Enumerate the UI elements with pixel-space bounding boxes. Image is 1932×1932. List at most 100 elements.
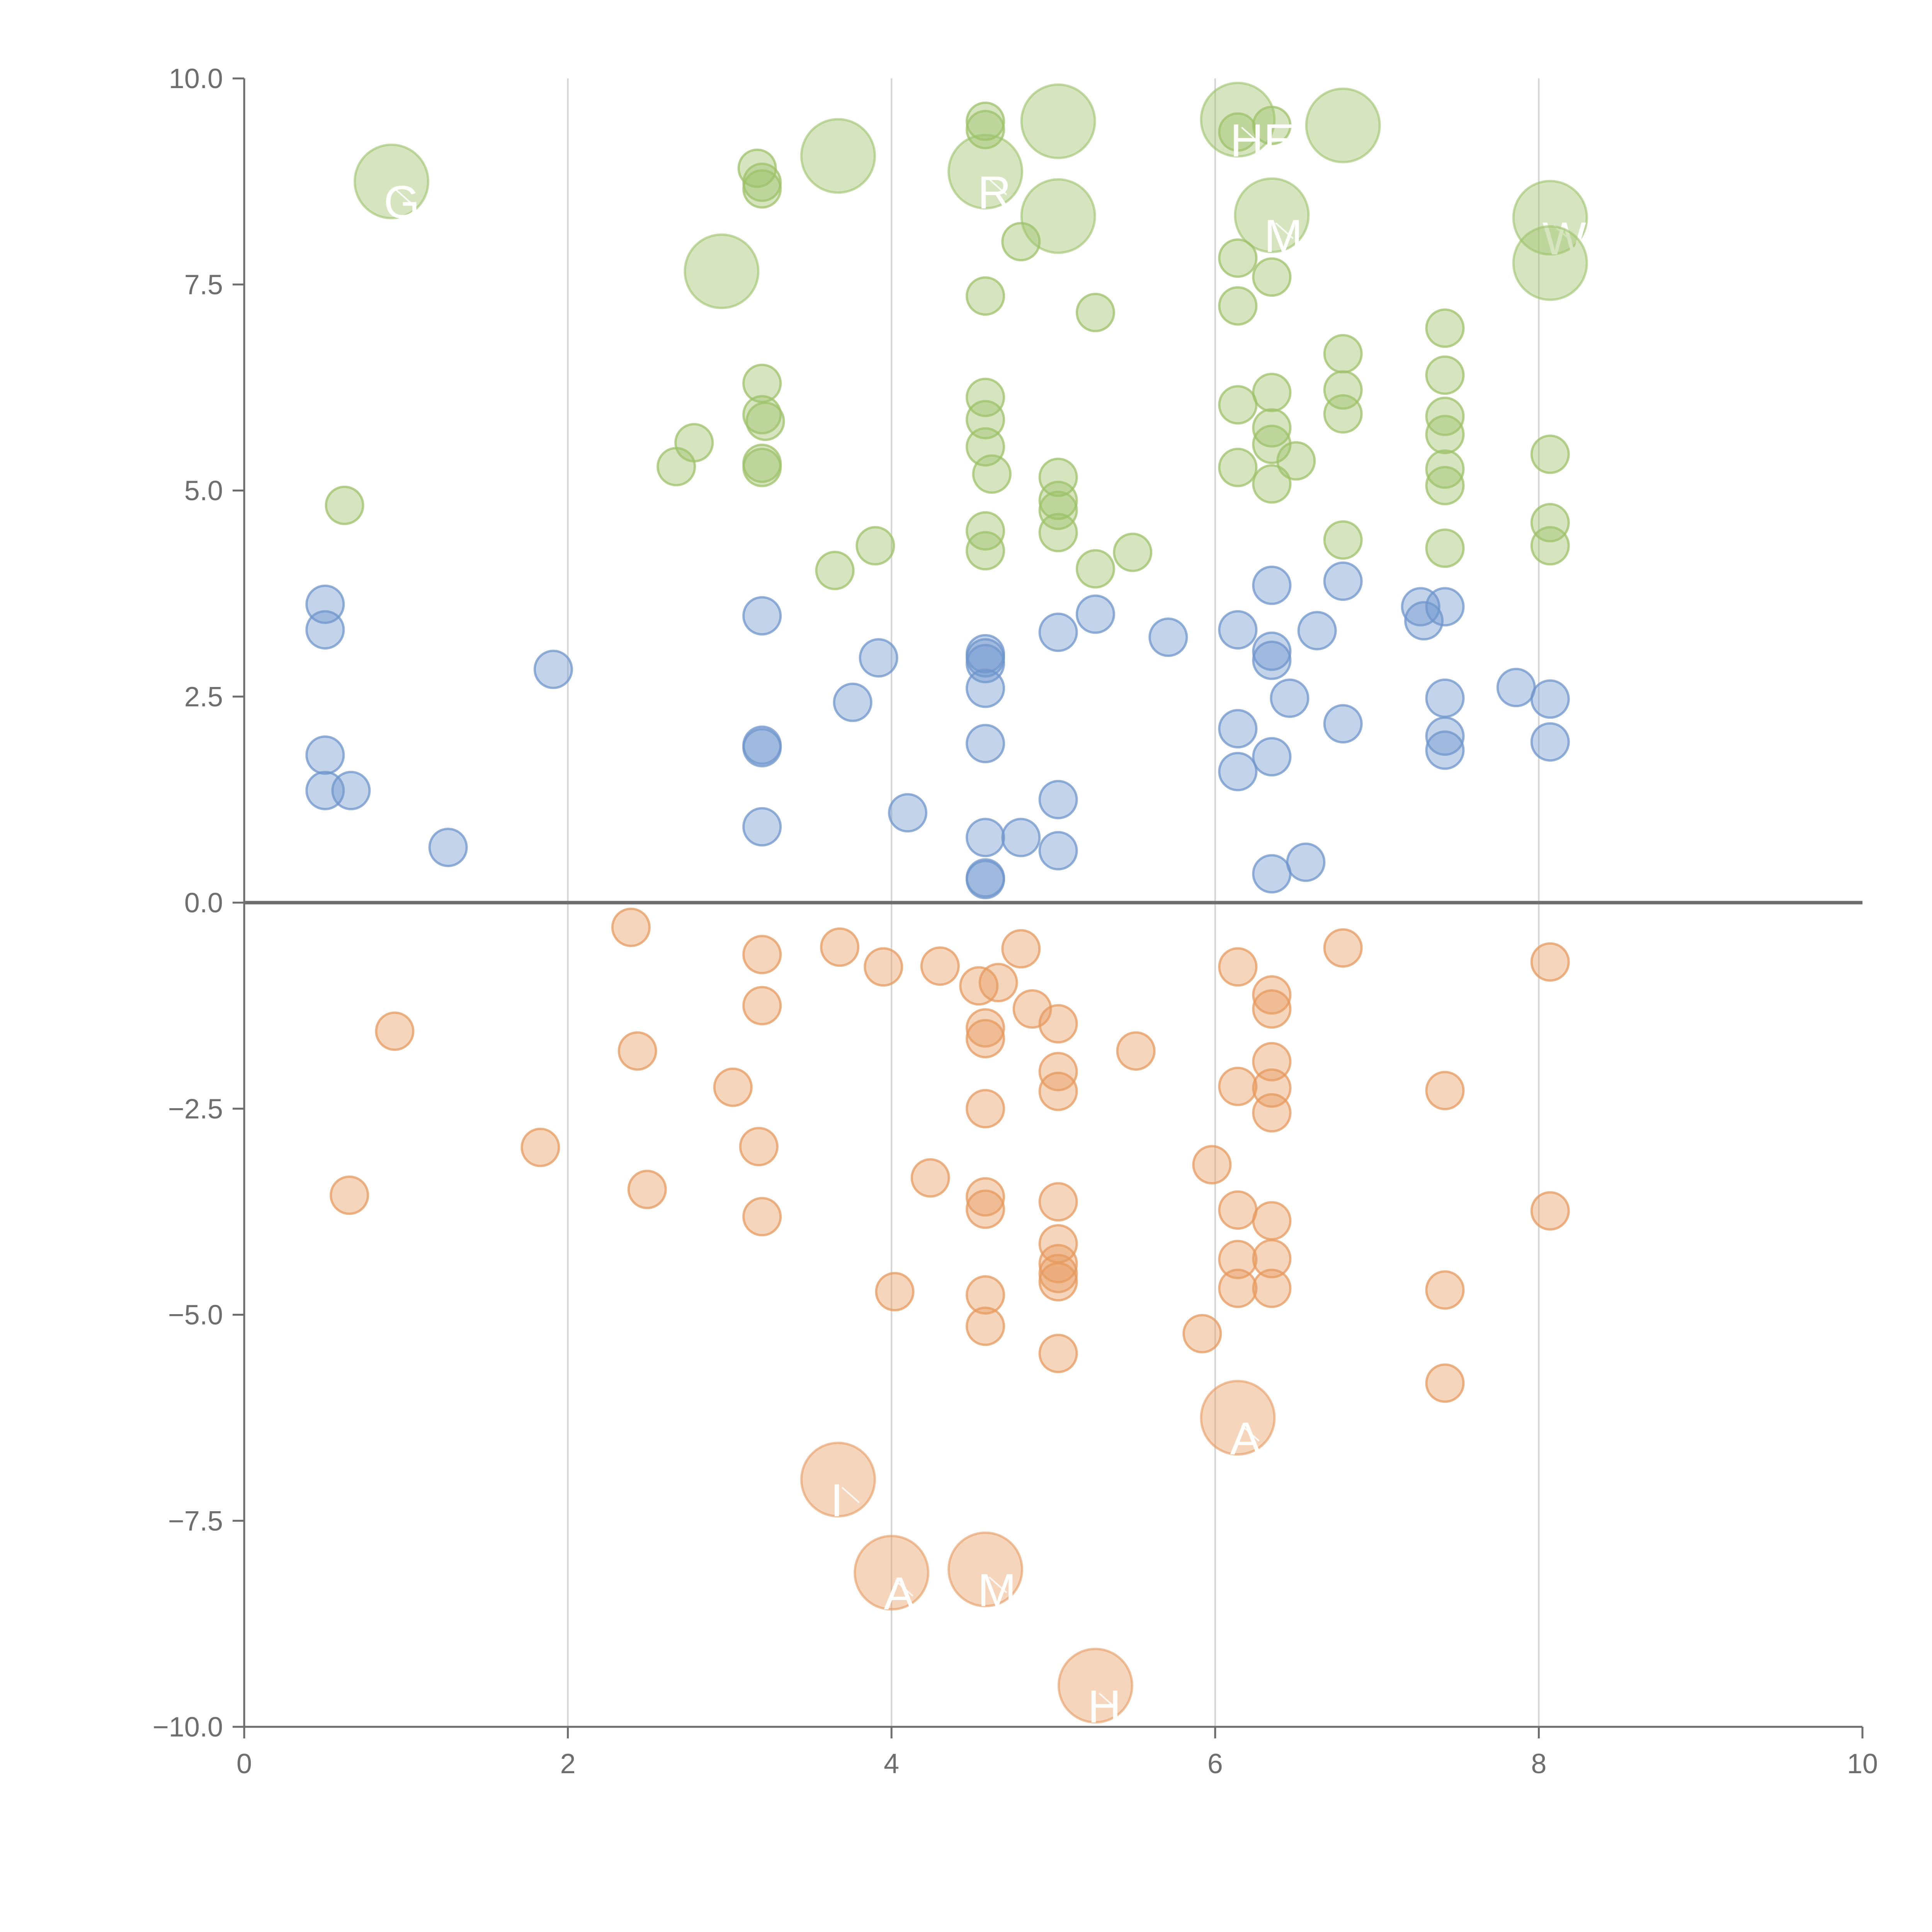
green-point (1218, 385, 1258, 425)
green-large-bubble (1234, 177, 1310, 253)
orange-point (1218, 1240, 1258, 1279)
bubble-label-leader (1241, 127, 1260, 144)
orange-point (966, 1089, 1005, 1129)
y-tick-label: −2.5 (168, 1094, 223, 1124)
green-point (1218, 447, 1258, 487)
green-point (966, 101, 1005, 141)
orange-point (1323, 928, 1363, 968)
orange-large-bubble (1200, 1380, 1276, 1456)
orange-point (611, 907, 651, 947)
orange-point (1038, 1071, 1078, 1111)
green-point (966, 276, 1005, 316)
blue-point (428, 828, 468, 867)
green-point (1218, 286, 1258, 326)
green-point (1113, 532, 1153, 572)
y-tick-label: 7.5 (184, 269, 223, 300)
x-tick-label: 2 (560, 1748, 576, 1779)
blue-point (1323, 704, 1363, 744)
green-point (1038, 457, 1078, 497)
y-axis-ticks: −10.0 −7.5 −5.0 −2.5 0.0 2.5 5.0 7.5 10.0 (153, 63, 244, 1743)
blue-point (966, 668, 1005, 708)
green-point (815, 551, 855, 590)
bubble-label: A (1230, 1413, 1261, 1464)
blue-point (1496, 668, 1536, 707)
bubble-label: M (1264, 210, 1303, 262)
green-point (855, 526, 895, 566)
orange-point (1038, 1182, 1078, 1222)
blue-point (1425, 716, 1465, 756)
blue-point (1252, 631, 1292, 671)
bubble-label: HERI (1230, 115, 1341, 167)
green-point (1323, 370, 1363, 410)
green-point (1252, 372, 1292, 412)
blue-point (1218, 752, 1258, 791)
blue-point (1148, 617, 1188, 657)
orange-point (1038, 1052, 1078, 1092)
orange-point (1192, 1145, 1232, 1185)
y-tick-label: −7.5 (168, 1506, 223, 1537)
orange-point (520, 1128, 560, 1167)
x-tick-label: 6 (1208, 1748, 1223, 1779)
orange-point (617, 1031, 657, 1071)
bubble-label: G (384, 177, 420, 228)
orange-large-bubble (1057, 1648, 1133, 1724)
orange-point (966, 1177, 1005, 1217)
blue-point (1404, 601, 1444, 641)
blue-point (742, 596, 782, 636)
orange-point (1425, 1363, 1465, 1403)
green-point (1038, 513, 1078, 553)
blue-point (833, 682, 872, 722)
blue-point (1425, 679, 1465, 718)
orange-point (1252, 989, 1292, 1029)
blue-point (1075, 594, 1115, 634)
green-point (1425, 308, 1465, 348)
green-large-bubble (1020, 178, 1096, 254)
orange-point (1218, 1269, 1258, 1308)
green-point (966, 400, 1005, 440)
orange-point (1530, 1191, 1570, 1231)
blue-point (1252, 854, 1292, 894)
green-large-bubble (684, 233, 760, 310)
bubble-label: WOO (1543, 213, 1658, 264)
green-point (742, 169, 782, 209)
y-tick-label: 5.0 (184, 476, 223, 507)
green-point (1530, 503, 1570, 543)
x-axis-ticks: 0 2 4 6 8 10 (236, 1727, 1878, 1779)
green-point (1530, 434, 1570, 474)
bubble-label: R (978, 167, 1011, 218)
blue-point (1218, 709, 1258, 748)
green-point (1001, 222, 1041, 262)
green-large-bubble (1020, 83, 1096, 159)
blue-point (966, 818, 1005, 857)
bubble-label-leader (1275, 222, 1294, 239)
blue-point (966, 724, 1005, 764)
blue-point (305, 735, 345, 775)
green-point (674, 423, 714, 463)
orange-point (875, 1272, 915, 1311)
orange-point (1252, 1239, 1292, 1279)
orange-point (966, 1019, 1005, 1058)
bubble-label-leader (988, 1577, 1007, 1594)
blue-point (1286, 842, 1326, 882)
orange-point (713, 1067, 753, 1107)
green-point (1323, 334, 1363, 374)
y-tick-label: −5.0 (168, 1300, 223, 1331)
blue-point (1218, 610, 1258, 650)
orange-point (1530, 942, 1570, 982)
orange-point (1252, 1093, 1292, 1133)
orange-point (739, 1127, 779, 1167)
orange-point (1182, 1314, 1222, 1354)
blue-point (331, 770, 371, 810)
orange-point (742, 1197, 782, 1236)
green-large-bubble (1305, 87, 1381, 163)
green-point (1075, 293, 1115, 332)
blue-point (1425, 587, 1465, 627)
orange-point (1252, 1269, 1292, 1308)
green-point (972, 454, 1012, 494)
blue-point (1252, 737, 1292, 777)
orange-point (330, 1175, 369, 1215)
green-point (742, 395, 782, 435)
orange-point (978, 963, 1018, 1002)
green-point (966, 378, 1005, 417)
